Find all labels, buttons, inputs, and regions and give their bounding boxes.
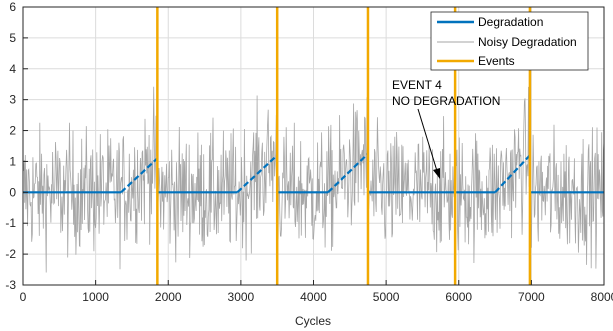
y-tick-label: 6 <box>9 0 16 14</box>
y-tick-label: -2 <box>5 247 16 261</box>
y-tick-label: 0 <box>9 185 16 199</box>
x-tick-label: 8000 <box>591 290 613 304</box>
x-tick-label: 2000 <box>155 290 182 304</box>
legend-label-noisy: Noisy Degradation <box>478 35 577 49</box>
y-tick-label: 4 <box>9 62 16 76</box>
x-tick-label: 4000 <box>300 290 327 304</box>
x-axis-label: Cycles <box>295 314 331 328</box>
y-tick-label: 2 <box>9 124 16 138</box>
x-tick-label: 1000 <box>82 290 109 304</box>
y-tick-label: 3 <box>9 93 16 107</box>
x-tick-label: 6000 <box>445 290 472 304</box>
x-tick-label: 7000 <box>518 290 545 304</box>
x-tick-label: 0 <box>20 290 27 304</box>
annotation-line-1: EVENT 4 <box>392 78 442 92</box>
degradation-ramp <box>327 152 369 194</box>
x-tick-label: 3000 <box>228 290 255 304</box>
annotation-arrowhead <box>433 168 440 179</box>
degradation-series <box>23 152 604 194</box>
annotation-arrow <box>417 108 438 172</box>
annotation: EVENT 4 NO DEGRADATION <box>392 78 500 179</box>
annotation-line-2: NO DEGRADATION <box>392 94 500 108</box>
y-tick-label: -1 <box>5 216 16 230</box>
x-tick-label: 5000 <box>373 290 400 304</box>
legend-label-degradation: Degradation <box>478 15 543 29</box>
degradation-ramp <box>120 157 159 194</box>
legend: Degradation Noisy Degradation Events <box>430 11 589 71</box>
y-tick-label: -3 <box>5 278 16 292</box>
degradation-ramp <box>236 154 278 194</box>
y-axis: -3 -2 -1 0 1 2 3 4 5 6 <box>5 0 28 292</box>
noisy-degradation-series <box>22 86 605 273</box>
noisy-degradation-line <box>22 86 605 273</box>
y-tick-label: 1 <box>9 154 16 168</box>
y-tick-label: 5 <box>9 31 16 45</box>
x-axis: 0 1000 2000 3000 4000 5000 6000 7000 8000 <box>20 280 613 304</box>
legend-label-events: Events <box>478 54 515 68</box>
